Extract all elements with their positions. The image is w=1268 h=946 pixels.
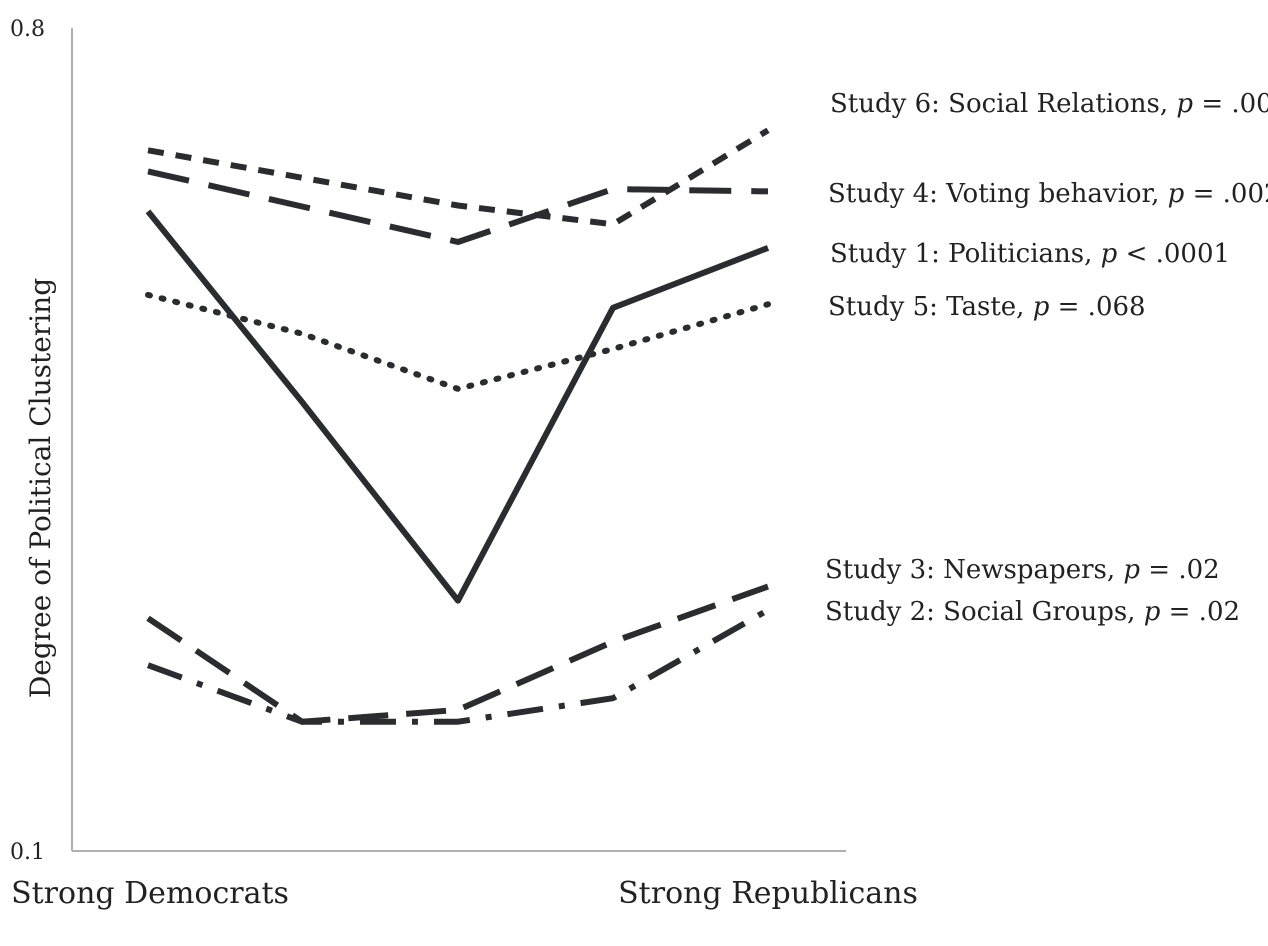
series-line bbox=[146, 607, 770, 725]
series-line bbox=[145, 291, 771, 392]
y-tick-labels: 0.1 0.8 bbox=[10, 17, 45, 865]
x-tick-labels: Strong Democrats Strong Republicans bbox=[11, 876, 918, 911]
series-label: Study 6: Social Relations, p = .002 bbox=[830, 89, 1268, 119]
series-lines bbox=[145, 127, 771, 725]
series-label: Study 4: Voting behavior, p = .002 bbox=[828, 179, 1268, 209]
y-tick-label: 0.1 bbox=[10, 840, 45, 865]
series-line bbox=[147, 127, 770, 228]
series-label: Study 2: Social Groups, p = .02 bbox=[825, 597, 1240, 627]
series-label: Study 5: Taste, p = .068 bbox=[828, 292, 1146, 322]
series-labels: Study 6: Social Relations, p = .002 Study… bbox=[825, 89, 1268, 627]
y-axis-label: Degree of Political Clustering bbox=[24, 278, 57, 698]
series-line bbox=[146, 583, 770, 725]
x-tick-label: Strong Democrats bbox=[11, 876, 289, 911]
series-label: Study 1: Politicians, p < .0001 bbox=[830, 239, 1230, 269]
axes bbox=[71, 28, 846, 852]
y-tick-label: 0.8 bbox=[10, 17, 45, 42]
series-label: Study 3: Newspapers, p = .02 bbox=[825, 555, 1220, 585]
series-line bbox=[145, 209, 770, 604]
x-tick-label: Strong Republicans bbox=[618, 876, 918, 911]
series-line bbox=[147, 168, 769, 245]
